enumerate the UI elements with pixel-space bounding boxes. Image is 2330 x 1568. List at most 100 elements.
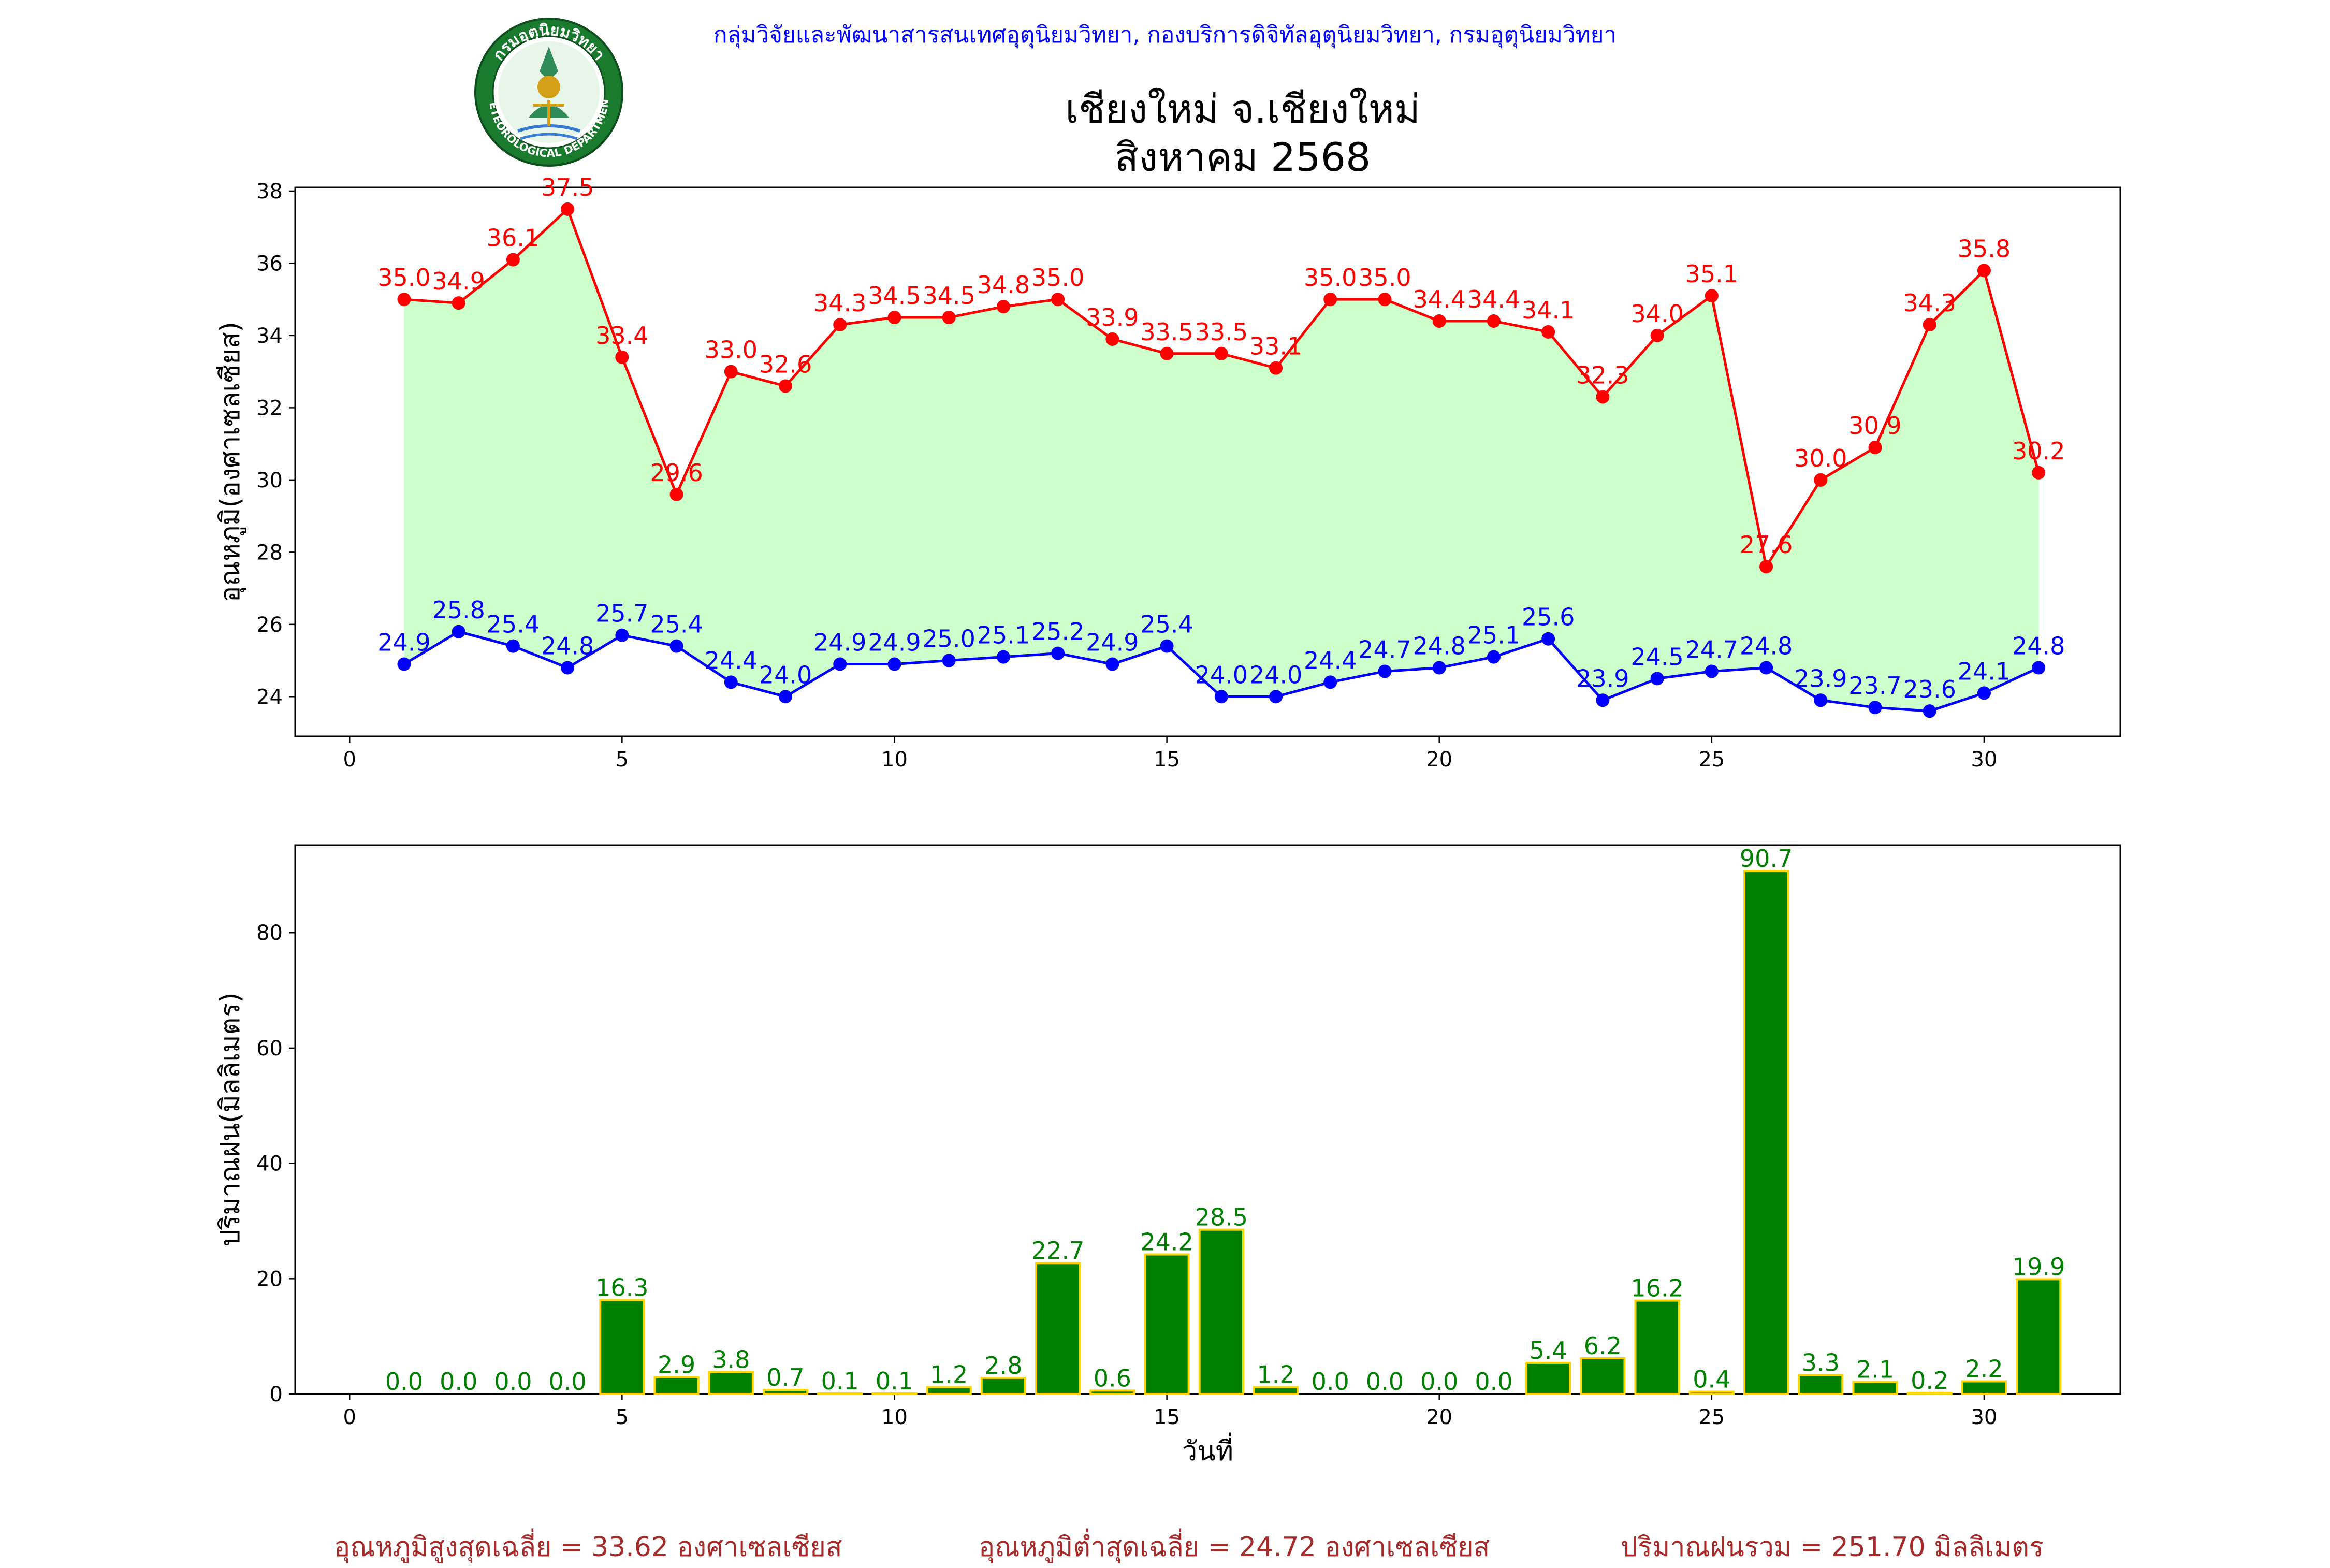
max-temperature-point — [1214, 346, 1228, 360]
y-tick-label: 24 — [256, 685, 283, 709]
chart-title-period: สิงหาคม 2568 — [1114, 134, 1371, 180]
rain-bar — [1089, 1389, 1135, 1396]
min-temperature-point — [1705, 664, 1719, 678]
max-temperature-point — [996, 300, 1010, 314]
max-temperature-data-label: 34.8 — [977, 271, 1030, 299]
max-temperature-point — [1160, 346, 1174, 360]
max-temperature-point — [1814, 473, 1828, 487]
max-temperature-point — [833, 318, 847, 331]
min-temperature-point — [397, 657, 411, 671]
min-temperature-data-label: 25.4 — [1140, 611, 1193, 638]
y-tick-label: 26 — [256, 613, 283, 637]
min-temperature-point — [615, 628, 629, 642]
temperature-range-fill — [404, 209, 2039, 712]
min-temperature-point — [1977, 686, 1991, 700]
rain-bar — [1688, 1390, 1735, 1395]
rain-data-label: 90.7 — [1740, 845, 1793, 873]
max-temperature-data-label: 33.5 — [1140, 318, 1193, 346]
min-temperature-data-label: 24.0 — [1249, 661, 1302, 689]
rain-bar — [926, 1386, 972, 1396]
min-temperature-point — [1160, 639, 1174, 653]
x-axis-label: วันที่ — [1182, 1432, 1233, 1467]
rain-bar — [1580, 1357, 1626, 1395]
footer-total-rain: ปริมาณฝนรวม = 251.70 มิลลิเมตร — [1621, 1532, 2044, 1563]
rain-data-label: 3.8 — [712, 1346, 750, 1374]
min-temperature-data-label: 25.7 — [595, 600, 648, 628]
y-tick-label: 30 — [256, 469, 283, 492]
rain-bar — [599, 1299, 645, 1395]
rain-data-label: 24.2 — [1140, 1228, 1193, 1256]
rain-data-label: 0.0 — [1366, 1368, 1404, 1396]
x-tick-label: 30 — [1971, 748, 1997, 772]
max-temperature-data-label: 35.0 — [377, 264, 430, 292]
rain-data-label: 6.2 — [1584, 1332, 1622, 1360]
max-temperature-point — [724, 365, 738, 379]
max-temperature-point — [1596, 390, 1610, 404]
plot-frame — [294, 186, 2121, 737]
min-temperature-data-label: 25.8 — [432, 596, 485, 624]
min-temperature-point — [996, 650, 1010, 664]
min-temperature-point — [887, 657, 901, 671]
rain-bar — [653, 1376, 700, 1396]
rain-bar — [1798, 1374, 1844, 1396]
min-temperature-data-label: 24.8 — [2012, 632, 2065, 660]
min-temperature-data-label: 24.8 — [541, 632, 594, 660]
min-temperature-point — [942, 654, 956, 667]
max-temperature-data-label: 30.2 — [2012, 437, 2065, 465]
max-temperature-point — [1051, 293, 1065, 307]
x-tick-label: 5 — [616, 1405, 629, 1429]
min-temperature-point — [1051, 646, 1065, 660]
y-tick-label: 20 — [256, 1267, 283, 1291]
min-temperature-point — [724, 675, 738, 689]
y-tick-label: 80 — [256, 921, 283, 945]
max-temperature-point — [1868, 441, 1882, 455]
y-tick-label: 0 — [270, 1383, 283, 1406]
rain-bar — [1035, 1262, 1081, 1395]
min-temperature-point — [1541, 632, 1555, 646]
min-temperature-data-label: 24.9 — [377, 629, 430, 657]
min-temperature-point — [1432, 661, 1446, 675]
rain-bar — [1253, 1386, 1299, 1396]
min-temperature-data-label: 25.4 — [650, 611, 703, 638]
max-temperature-point — [615, 350, 629, 364]
rain-data-label: 0.0 — [494, 1368, 532, 1396]
min-temperature-data-label: 24.9 — [813, 629, 866, 657]
rain-data-label: 22.7 — [1031, 1237, 1084, 1265]
max-temperature-point — [452, 296, 465, 310]
max-temperature-data-label: 35.0 — [1358, 264, 1411, 292]
y-axis-label: ปริมาณฝน(มิลลิเมตร) — [215, 992, 246, 1246]
max-temperature-data-label: 36.1 — [487, 224, 540, 252]
rain-bar — [980, 1376, 1027, 1395]
rain-data-label: 2.2 — [1965, 1355, 2003, 1383]
min-temperature-point — [1487, 650, 1501, 664]
footer-avg-max: อุณหภูมิสูงสุดเฉลี่ย = 33.62 องศาเซลเซีย… — [334, 1532, 842, 1563]
min-temperature-point — [561, 661, 575, 675]
max-temperature-data-label: 33.4 — [595, 322, 648, 350]
x-tick-label: 0 — [343, 748, 356, 772]
rain-data-label: 5.4 — [1530, 1337, 1567, 1364]
min-temperature-data-label: 24.9 — [1086, 629, 1139, 657]
min-temperature-data-label: 24.1 — [1958, 657, 2011, 685]
max-temperature-data-label: 33.1 — [1249, 332, 1302, 360]
x-tick-label: 20 — [1426, 1405, 1452, 1429]
rain-data-label: 2.9 — [658, 1351, 695, 1379]
max-temperature-data-label: 34.5 — [868, 282, 921, 310]
max-temperature-point — [1378, 293, 1392, 307]
min-temperature-point — [1814, 693, 1828, 707]
min-temperature-point — [1323, 675, 1337, 689]
min-temperature-point — [1269, 690, 1283, 704]
min-temperature-data-label: 25.2 — [1031, 618, 1084, 646]
max-temperature-point — [561, 202, 575, 216]
max-temperature-point — [1759, 560, 1773, 574]
max-temperature-point — [1487, 314, 1501, 328]
max-temperature-data-label: 34.3 — [813, 289, 866, 317]
max-temperature-data-label: 32.6 — [759, 351, 812, 379]
min-temperature-data-label: 23.6 — [1903, 675, 1956, 703]
max-temperature-point — [506, 253, 520, 267]
rain-data-label: 0.6 — [1094, 1364, 1131, 1392]
max-temperature-data-label: 34.0 — [1630, 300, 1683, 328]
rain-data-label: 0.0 — [1312, 1368, 1349, 1396]
rainfall-chart: 0 5 10 15 20 25 30 0 20 40 60 80 0.0 0.0 0.0 0.0 16.3 2.9… — [215, 844, 2121, 1467]
max-temperature-point — [1923, 318, 1936, 331]
x-tick-label: 5 — [616, 748, 629, 772]
